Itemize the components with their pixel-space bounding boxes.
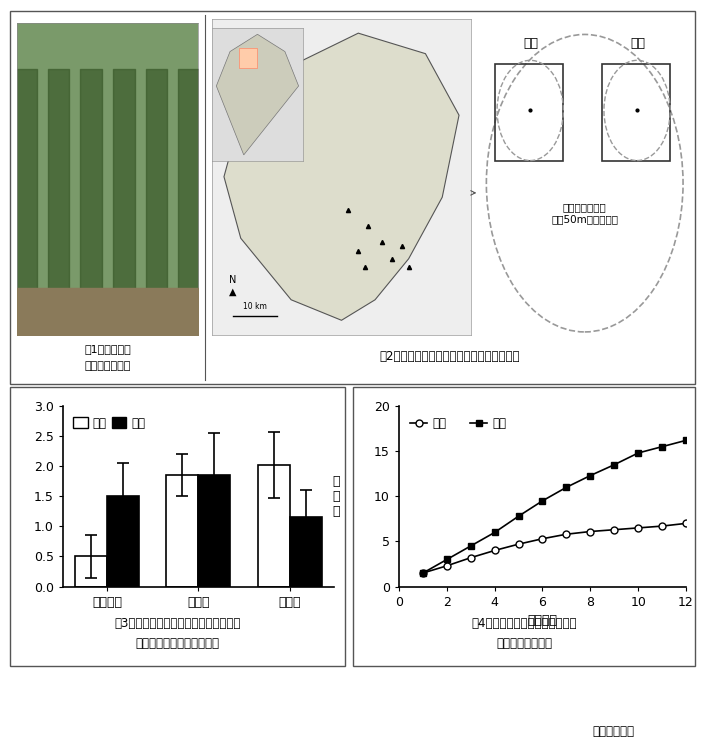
- Text: 総
種
数: 総 種 数: [332, 475, 340, 518]
- Bar: [602, 63, 670, 160]
- Legend: 慣行, 有機: 慣行, 有機: [405, 412, 511, 435]
- Legend: 慣行, 有機: 慣行, 有機: [68, 412, 149, 435]
- 有機: [443, 555, 451, 564]
- Text: 図2　調査地点および調査方法のイメージ図: 図2 調査地点および調査方法のイメージ図: [380, 350, 520, 362]
- Bar: [258, 465, 290, 587]
- 慣行: [658, 522, 666, 531]
- Bar: [166, 475, 199, 587]
- Bar: [107, 496, 139, 587]
- Text: 図3　食性グループ別の鳥類平均個体数: 図3 食性グループ別の鳥類平均個体数: [114, 617, 240, 629]
- Text: （縦棒は標準誤差を表す）: （縦棒は標準誤差を表す）: [135, 637, 219, 650]
- 慣行: [634, 523, 642, 532]
- 慣行: [586, 527, 594, 536]
- 有機: [562, 483, 570, 492]
- 有機: [634, 448, 642, 457]
- Text: 調査回数の関係: 調査回数の関係: [496, 637, 552, 650]
- 慣行: [515, 540, 523, 549]
- 有機: [682, 436, 690, 445]
- 慣行: [562, 529, 570, 538]
- 有機: [467, 541, 475, 550]
- Bar: [75, 556, 107, 587]
- 有機: [586, 471, 594, 480]
- 有機: [491, 528, 499, 537]
- Text: リンゴ圃場の例: リンゴ圃場の例: [85, 361, 130, 371]
- Text: （片山直樹）: （片山直樹）: [592, 726, 634, 738]
- 慣行: [467, 553, 475, 562]
- Polygon shape: [224, 33, 459, 320]
- 有機: [610, 460, 618, 469]
- Line: 慣行: 慣行: [419, 520, 689, 577]
- 慣行: [491, 546, 499, 555]
- Line: 有機: 有機: [419, 437, 689, 577]
- Text: N
▲: N ▲: [229, 275, 237, 297]
- 慣行: [419, 569, 427, 578]
- 有機: [419, 569, 427, 578]
- Text: 図1　調査地の: 図1 調査地の: [84, 344, 131, 354]
- Text: 有機: 有機: [631, 38, 646, 50]
- Text: 図4　推定された鳥類の総種数と: 図4 推定された鳥類の総種数と: [472, 617, 577, 629]
- Text: 圃場の中心から
半径50m以内を調査: 圃場の中心から 半径50m以内を調査: [551, 202, 618, 224]
- 慣行: [682, 519, 690, 528]
- Text: 10 km: 10 km: [243, 302, 266, 311]
- 慣行: [610, 525, 618, 534]
- 有機: [658, 442, 666, 451]
- Bar: [199, 475, 231, 587]
- Bar: [290, 517, 321, 587]
- 有機: [539, 496, 547, 505]
- X-axis label: 調査回数: 調査回数: [527, 614, 558, 627]
- 慣行: [539, 534, 547, 543]
- Text: 慣行: 慣行: [524, 38, 539, 50]
- 有機: [515, 511, 523, 520]
- Bar: [495, 63, 563, 160]
- 慣行: [443, 561, 451, 570]
